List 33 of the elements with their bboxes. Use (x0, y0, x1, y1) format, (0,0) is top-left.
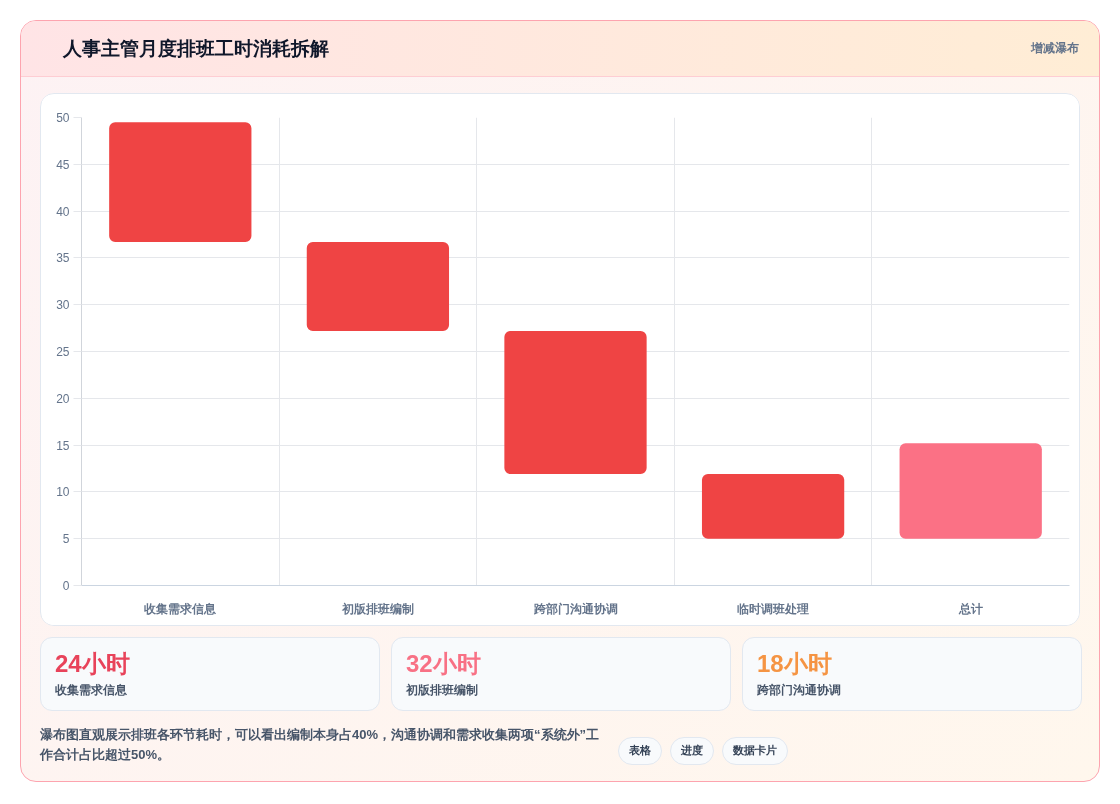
chart-title: 人事主管月度排班工时消耗拆解 (63, 36, 329, 61)
text: 数据卡片 (722, 737, 788, 765)
x-tick-label: 总计 (957, 601, 983, 616)
y-tick-label: 35 (56, 251, 70, 266)
y-tick-label: 5 (62, 532, 70, 547)
text: 32小时 (406, 650, 482, 678)
bar (701, 474, 845, 539)
text: 24小时 (55, 650, 131, 678)
y-tick-label: 20 (56, 391, 70, 406)
x-tick-label: 收集需求信息 (144, 601, 218, 616)
y-tick-label: 30 (56, 298, 70, 313)
text: 初版排班编制 (406, 682, 479, 699)
y-tick-label: 10 (56, 485, 70, 500)
y-tick-label: 15 (56, 438, 70, 453)
bar (109, 122, 252, 242)
y-tick-label: 45 (56, 157, 70, 172)
x-tick-label: 临时调班处理 (737, 601, 810, 616)
y-tick-label: 0 (62, 579, 70, 593)
x-tick-label: 初版排班编制 (340, 601, 414, 616)
text: 18小时 (757, 650, 833, 678)
text: 进度 (670, 737, 714, 765)
text: 瀑布图直观展示排班各环节耗时，可以看出编制本身占40%，沟通协调和需求收集两项“系统外”工作合计占比超过50%。 (40, 726, 601, 764)
y-tick-label: 50 (56, 111, 70, 125)
x-tick-label: 跨部门沟通协调 (532, 601, 618, 616)
bar (899, 443, 1042, 539)
chart-subtitle: 增减瀑布 (1031, 39, 1079, 57)
y-tick-label: 40 (56, 204, 70, 219)
text: 跨部门沟通协调 (757, 682, 842, 699)
y-tick-label: 25 (56, 345, 70, 359)
bar (504, 330, 647, 475)
text: 收集需求信息 (55, 682, 128, 699)
bar (306, 241, 450, 331)
text: 表格 (618, 737, 662, 765)
